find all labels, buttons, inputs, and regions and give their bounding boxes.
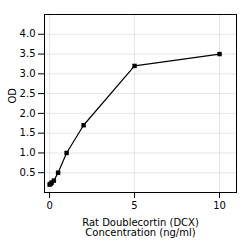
svg-text:2.5: 2.5 [20, 88, 36, 99]
svg-text:5: 5 [131, 200, 137, 211]
svg-text:1.0: 1.0 [20, 147, 36, 158]
svg-text:0.5: 0.5 [20, 167, 36, 178]
svg-text:3.5: 3.5 [20, 48, 36, 59]
svg-text:Rat Doublecortin (DCX)Concentr: Rat Doublecortin (DCX)Concentration (ng/… [82, 217, 199, 238]
svg-text:4.0: 4.0 [20, 28, 36, 39]
svg-text:OD: OD [7, 88, 18, 104]
svg-text:3.0: 3.0 [20, 68, 36, 79]
svg-text:2.0: 2.0 [20, 108, 36, 119]
svg-text:1.5: 1.5 [20, 127, 36, 138]
svg-text:10: 10 [213, 200, 226, 211]
svg-text:0: 0 [46, 200, 52, 211]
